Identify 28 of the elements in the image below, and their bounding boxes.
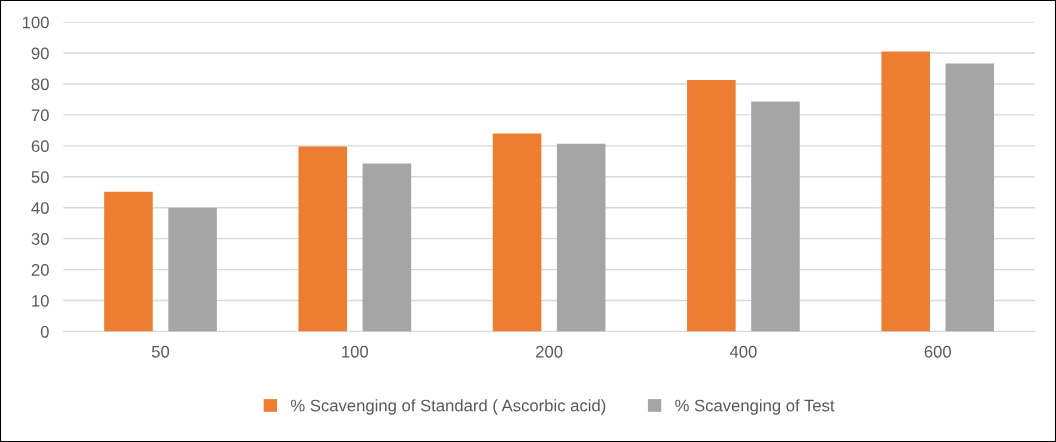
legend-label: % Scavenging of Standard ( Ascorbic acid) bbox=[290, 399, 606, 415]
bar bbox=[556, 143, 606, 332]
x-tick-label: 400 bbox=[729, 345, 757, 358]
y-tick-label: 50 bbox=[31, 171, 49, 183]
bar bbox=[362, 163, 412, 332]
bar bbox=[298, 146, 348, 332]
bar bbox=[104, 191, 153, 332]
x-tick-label: 600 bbox=[924, 345, 951, 358]
y-tick-label: 20 bbox=[31, 264, 49, 276]
bar bbox=[751, 101, 800, 332]
bar bbox=[687, 79, 736, 332]
bar bbox=[492, 133, 542, 332]
y-tick-label: 40 bbox=[31, 202, 49, 214]
y-tick-label: 0 bbox=[40, 325, 49, 338]
y-tick-label: 60 bbox=[31, 140, 49, 153]
y-tick-label: 80 bbox=[31, 78, 49, 91]
bar bbox=[945, 63, 995, 332]
x-tick-label: 50 bbox=[151, 345, 170, 358]
y-tick-label: 10 bbox=[32, 294, 49, 307]
y-tick-label: 90 bbox=[31, 47, 49, 60]
y-tick-label: 30 bbox=[31, 233, 49, 245]
bar bbox=[168, 207, 217, 332]
x-tick-label: 200 bbox=[536, 345, 563, 358]
y-tick-label: 100 bbox=[22, 16, 49, 29]
x-tick-label: 100 bbox=[342, 345, 369, 358]
legend-label: % Scavenging of Test bbox=[675, 399, 835, 415]
y-tick-label: 70 bbox=[31, 109, 49, 122]
bar bbox=[881, 51, 930, 332]
